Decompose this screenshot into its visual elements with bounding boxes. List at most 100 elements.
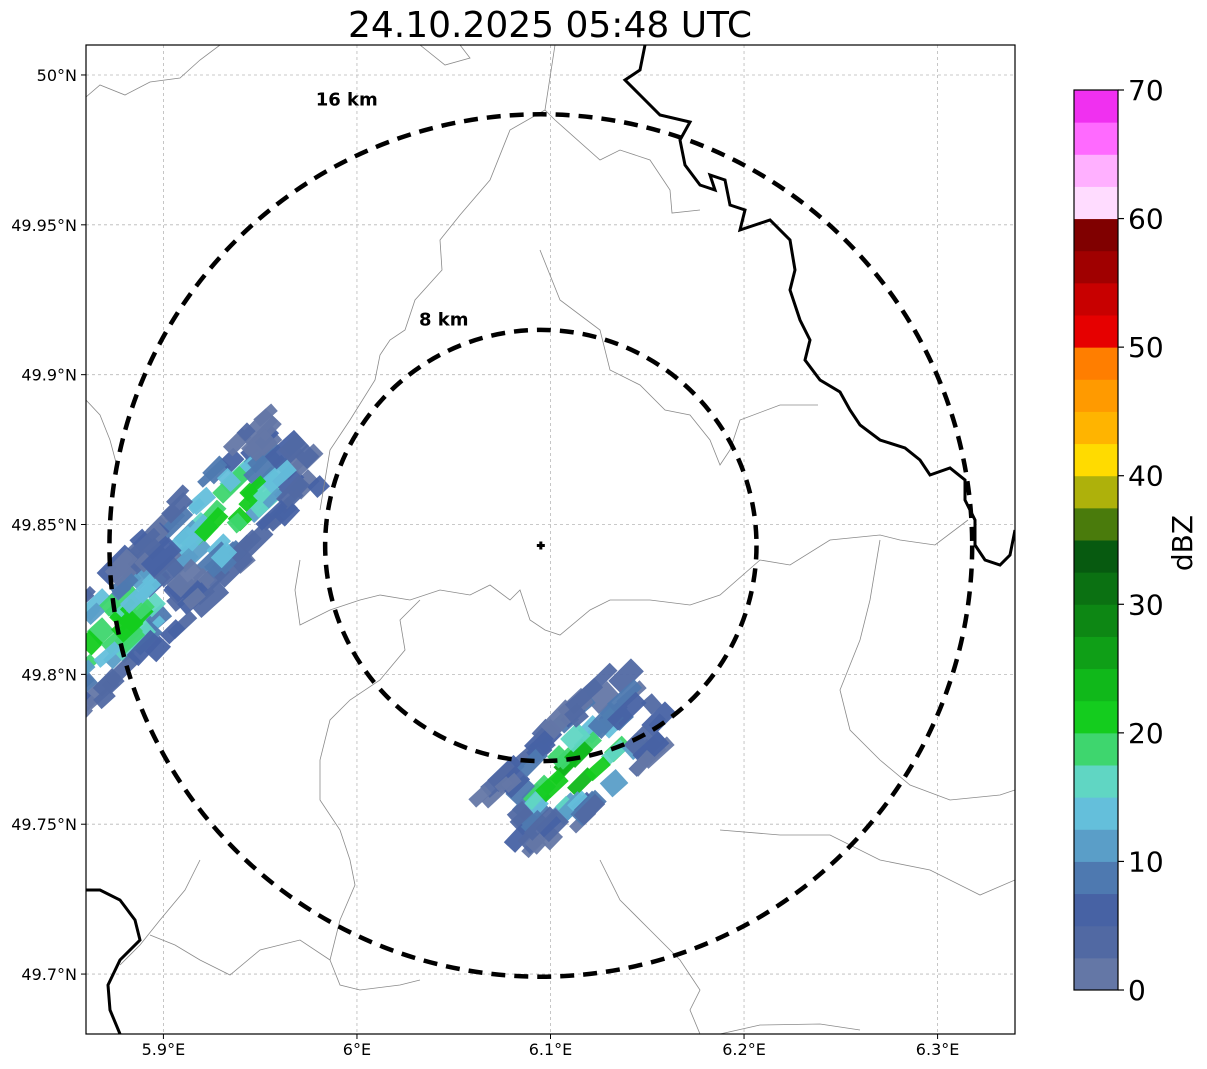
echo-pixel xyxy=(272,498,301,527)
border-line xyxy=(719,829,1015,896)
echo-pixel xyxy=(140,537,182,578)
border-line xyxy=(294,519,969,636)
lat-tick-label: 49.9°N xyxy=(21,366,77,385)
colorbar-swatch xyxy=(1074,957,1118,991)
echo-pixel xyxy=(500,772,522,793)
echo-pixel xyxy=(641,701,677,737)
country-border xyxy=(86,888,142,1034)
colorbar-tick-label: 70 xyxy=(1128,74,1164,107)
echo-pixel xyxy=(560,722,591,753)
echo-pixel xyxy=(238,492,258,513)
echo-pixel xyxy=(111,580,132,600)
echo-pixel xyxy=(599,768,629,798)
echo-pixel xyxy=(607,691,647,731)
colorbar-swatch xyxy=(1074,282,1118,316)
echo-pixel xyxy=(159,619,186,645)
colorbar-tick-label: 30 xyxy=(1128,588,1164,621)
range-rings xyxy=(107,112,975,979)
lon-tick-label: 6°E xyxy=(343,1040,371,1059)
echo-pixel xyxy=(212,547,254,588)
lat-tick-label: 50°N xyxy=(37,66,77,85)
echo-pixel xyxy=(586,681,620,715)
echo-pixel xyxy=(14,631,50,665)
echo-pixel xyxy=(468,784,492,808)
colorbar-swatch xyxy=(1074,893,1118,927)
lat-tick-label: 49.95°N xyxy=(11,216,77,235)
echo-pixel xyxy=(534,735,556,757)
echo-pixel xyxy=(505,774,536,806)
echo-pixel xyxy=(523,806,559,841)
echo-pixel xyxy=(244,429,278,462)
echo-pixel xyxy=(86,695,98,728)
echo-pixel xyxy=(187,497,205,515)
colorbar-swatch xyxy=(1074,90,1118,123)
echo-pixel xyxy=(49,609,85,643)
echo-pixel xyxy=(210,541,238,569)
lon-tick-label: 6.2°E xyxy=(722,1040,766,1059)
colorbar-swatch xyxy=(1074,218,1118,252)
border-line xyxy=(319,599,421,991)
echo-pixel xyxy=(623,725,658,759)
border-line xyxy=(839,539,1015,801)
echo-pixel xyxy=(564,677,604,715)
echo-pixel xyxy=(629,749,656,777)
echo-pixel xyxy=(573,793,606,826)
colorbar: 0 10 20 30 40 50 60 70 dBZ xyxy=(1073,74,1199,1007)
echo-pixel xyxy=(227,529,262,563)
echo-pixel xyxy=(104,651,141,688)
echo-pixel xyxy=(93,637,126,668)
colorbar-swatch xyxy=(1074,668,1118,702)
colorbar-swatch xyxy=(1074,475,1118,509)
colorbar-swatch xyxy=(1074,829,1118,862)
radar-site-marker xyxy=(536,541,545,550)
borders xyxy=(86,45,1015,1034)
lat-tick-label: 49.7°N xyxy=(21,965,77,984)
border-line xyxy=(149,934,331,976)
lat-tick-label: 49.8°N xyxy=(21,665,77,684)
echo-pixel xyxy=(86,691,88,727)
colorbar-label: dBZ xyxy=(1166,515,1199,571)
ring-label-8km: 8 km xyxy=(419,310,469,331)
echo-pixel xyxy=(93,686,116,710)
echo-pixel xyxy=(119,579,156,614)
colorbar-tick-label: 0 xyxy=(1128,974,1146,1007)
echo-pixel xyxy=(110,610,144,643)
echo-pixel xyxy=(480,761,519,798)
echo-pixel xyxy=(86,602,106,626)
echo-pixel xyxy=(506,800,534,827)
echo-pixel xyxy=(278,432,309,464)
echo-pixel xyxy=(112,548,138,575)
map-panel[interactable]: 8 km 16 km xyxy=(14,44,1016,1035)
echo-pixel xyxy=(37,684,60,707)
echo-pixel xyxy=(161,491,193,524)
figure-title: 24.10.2025 05:48 UTC xyxy=(348,5,752,46)
border-line xyxy=(544,45,701,214)
latitude-axis: 50°N 49.95°N 49.9°N 49.85°N 49.8°N 49.75°N 49.… xyxy=(11,66,86,984)
echo-pixel xyxy=(126,629,163,667)
colorbar-swatch xyxy=(1074,540,1118,573)
colorbar-tick-label: 20 xyxy=(1128,717,1164,750)
echo-pixel xyxy=(216,467,242,493)
echo-pixel xyxy=(608,658,644,694)
echo-pixel xyxy=(86,585,96,604)
colorbar-swatch xyxy=(1074,443,1118,477)
echo-pixel xyxy=(262,487,284,509)
echo-pixel xyxy=(640,693,663,715)
echo-pixel xyxy=(276,474,310,510)
echo-pixel xyxy=(28,616,64,651)
country-border xyxy=(622,45,1015,567)
echo-pixel xyxy=(535,812,562,838)
radar-echoes xyxy=(14,403,677,859)
echo-pixel xyxy=(239,482,259,502)
echo-pixel xyxy=(189,580,230,619)
border-line xyxy=(86,45,221,98)
echo-pixel xyxy=(564,702,589,728)
echo-pixel xyxy=(607,679,643,713)
echo-pixel xyxy=(166,484,190,509)
border-line xyxy=(599,859,701,1034)
border-line xyxy=(119,859,201,966)
border-line xyxy=(539,249,818,466)
echo-pixel xyxy=(238,408,279,449)
colorbar-swatch xyxy=(1074,122,1118,155)
echo-pixel xyxy=(197,458,228,488)
